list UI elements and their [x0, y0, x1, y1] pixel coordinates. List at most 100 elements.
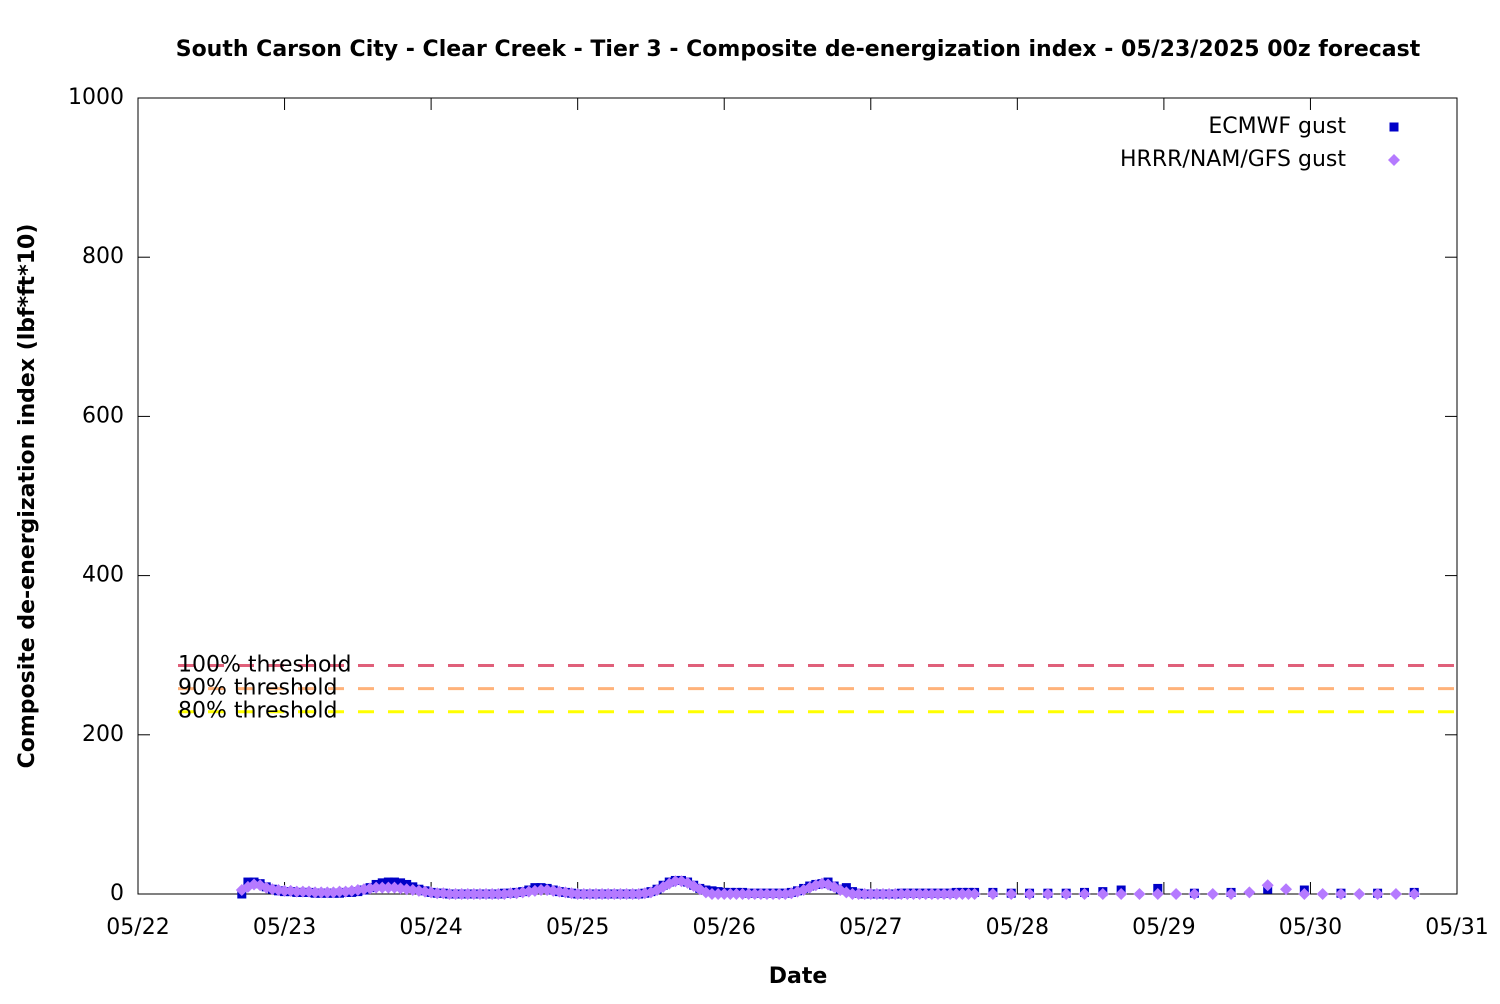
data-point: [858, 888, 871, 900]
y-tick-label: 200: [82, 722, 124, 747]
data-point: [1005, 888, 1018, 900]
legend-marker: [1388, 154, 1400, 166]
data-point: [931, 888, 944, 900]
data-point: [876, 888, 889, 900]
x-tick-label: 05/30: [1279, 915, 1342, 940]
data-point: [889, 888, 902, 900]
data-point: [1151, 888, 1164, 900]
data-point: [480, 888, 493, 900]
data-point: [1371, 888, 1384, 900]
x-tick-label: 05/29: [1132, 915, 1195, 940]
data-point: [1041, 888, 1054, 900]
y-tick-label: 600: [82, 403, 124, 428]
data-point: [748, 888, 761, 900]
data-point: [626, 888, 639, 900]
data-point: [608, 888, 621, 900]
data-point: [767, 888, 780, 900]
data-point: [986, 888, 999, 900]
legend-marker: [1389, 122, 1399, 132]
data-point: [571, 888, 584, 900]
data-point: [913, 888, 926, 900]
data-point: [1334, 888, 1347, 900]
y-tick-label: 1000: [68, 85, 124, 110]
data-point: [376, 881, 389, 894]
data-point: [852, 888, 865, 900]
data-point: [760, 888, 773, 900]
data-point: [467, 888, 480, 900]
data-point: [382, 881, 395, 894]
data-point: [669, 875, 682, 888]
data-point: [370, 881, 383, 894]
data-point: [883, 888, 896, 900]
threshold-label: 100% threshold: [178, 653, 352, 678]
data-point: [461, 888, 474, 900]
data-point: [1243, 886, 1256, 899]
data-point: [1060, 888, 1073, 900]
data-point: [535, 884, 548, 897]
data-point: [577, 888, 590, 900]
data-point: [925, 888, 938, 900]
data-point: [919, 888, 932, 900]
legend-label: HRRR/NAM/GFS gust: [1120, 147, 1346, 172]
data-point: [944, 888, 957, 900]
data-point: [938, 888, 951, 900]
data-point: [736, 888, 749, 900]
data-point: [614, 888, 627, 900]
data-point: [321, 886, 334, 899]
data-point: [504, 887, 517, 900]
data-point: [1225, 888, 1238, 900]
data-point: [1389, 888, 1402, 900]
data-point: [968, 888, 981, 900]
data-point: [248, 878, 261, 891]
y-axis-label: Composite de-energization index (lbf*ft*…: [15, 224, 40, 769]
data-point: [1188, 888, 1201, 900]
y-tick-label: 800: [82, 244, 124, 269]
data-point: [449, 888, 462, 900]
data-point: [1408, 888, 1421, 900]
data-point: [742, 888, 755, 900]
data-point: [473, 888, 486, 900]
data-point: [278, 884, 291, 897]
data-point: [455, 888, 468, 900]
data-point: [443, 888, 456, 900]
data-point: [864, 888, 877, 900]
data-point: [583, 888, 596, 900]
data-point: [901, 888, 914, 900]
data-point: [602, 888, 615, 900]
data-point: [1316, 888, 1329, 900]
data-point: [724, 888, 737, 900]
x-tick-label: 05/28: [986, 915, 1049, 940]
data-point: [1023, 888, 1036, 900]
data-point: [492, 888, 505, 900]
data-point: [950, 888, 963, 900]
data-point: [1280, 883, 1293, 896]
data-point: [718, 888, 731, 900]
data-point: [1170, 888, 1183, 900]
data-point: [1115, 888, 1128, 900]
threshold-label: 90% threshold: [178, 676, 338, 701]
data-point: [290, 885, 303, 898]
data-point: [706, 888, 719, 900]
data-point: [431, 887, 444, 900]
x-tick-label: 05/22: [106, 915, 169, 940]
x-tick-label: 05/27: [839, 915, 902, 940]
data-point: [596, 888, 609, 900]
data-point: [315, 886, 328, 899]
data-point: [1298, 888, 1311, 900]
data-point: [1261, 879, 1274, 892]
data-point: [1078, 888, 1091, 900]
data-point: [486, 888, 499, 900]
data-point: [907, 888, 920, 900]
data-point: [309, 886, 322, 899]
threshold-label: 80% threshold: [178, 699, 338, 724]
data-point: [870, 888, 883, 900]
data-point: [620, 888, 633, 900]
data-point: [754, 888, 767, 900]
y-tick-label: 0: [110, 881, 124, 906]
data-point: [773, 888, 786, 900]
data-point: [712, 888, 725, 900]
x-tick-label: 05/23: [253, 915, 316, 940]
x-tick-label: 05/31: [1425, 915, 1488, 940]
data-point: [895, 888, 908, 900]
